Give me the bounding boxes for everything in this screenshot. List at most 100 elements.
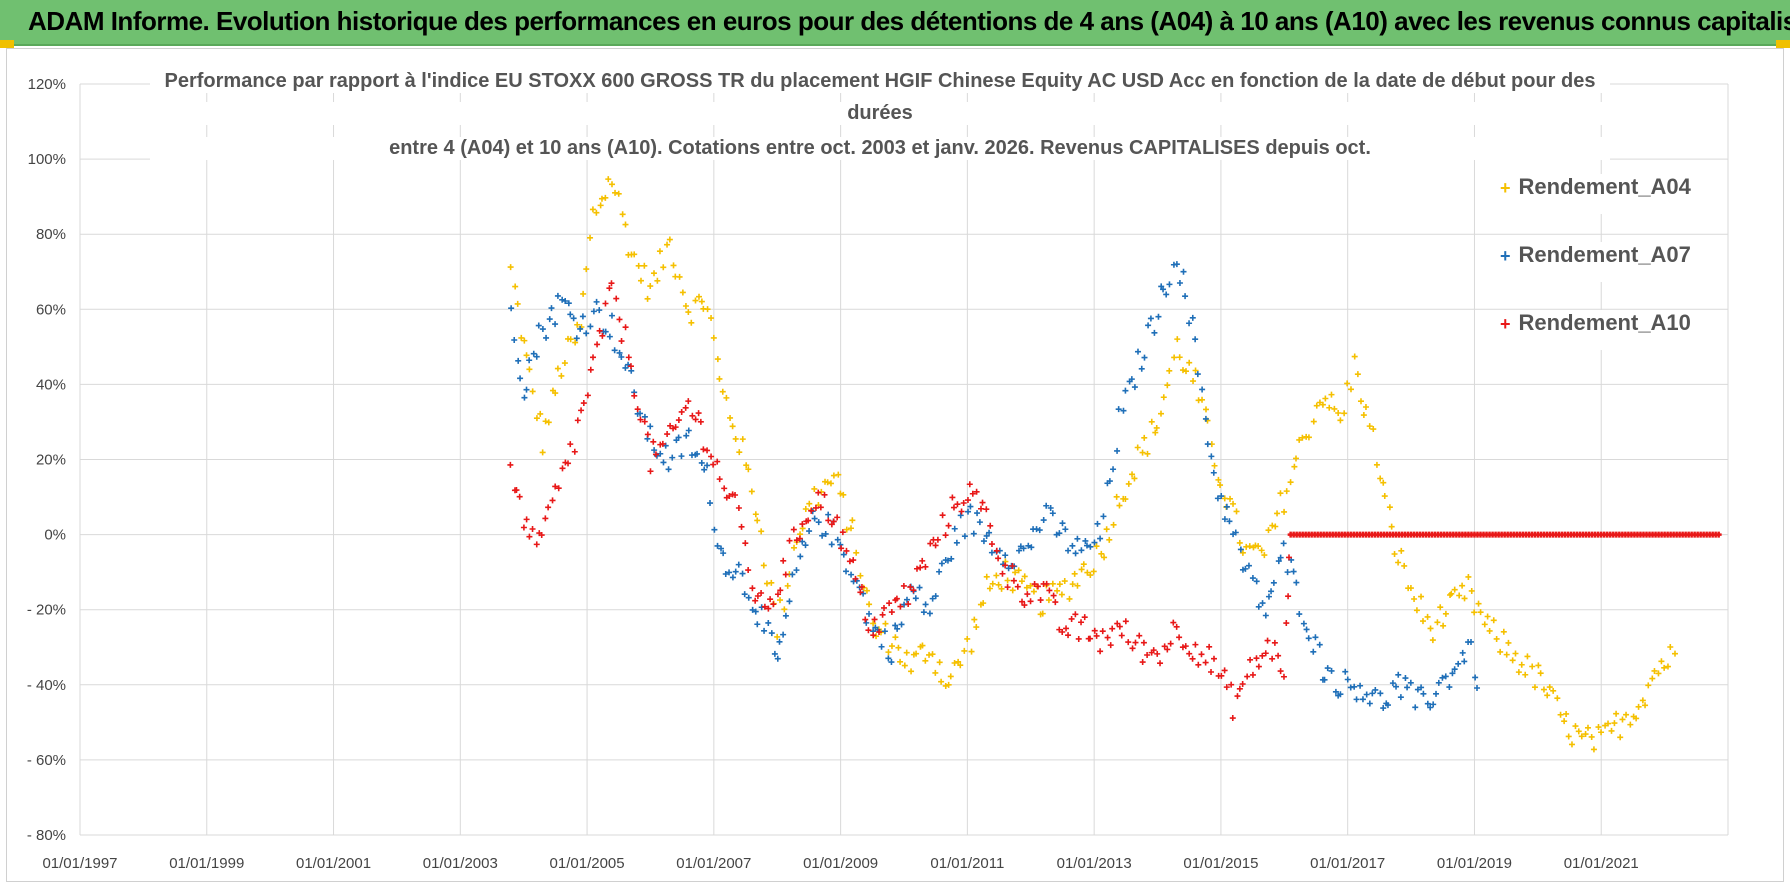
data-point [1153,424,1160,431]
data-point [507,264,514,271]
data-point [1239,549,1246,556]
data-point [840,551,847,558]
data-point [521,394,528,401]
data-point [1065,547,1072,554]
data-point [1275,652,1282,659]
data-point [870,620,877,627]
data-point [545,419,552,426]
data-point [1099,628,1106,635]
data-point [1493,635,1500,642]
data-point [752,511,759,518]
data-point [1461,595,1468,602]
data-point [679,289,686,296]
data-point [1575,728,1582,735]
x-tick-label: 01/01/2015 [1183,855,1258,872]
data-point [1054,587,1061,594]
data-point [910,587,917,594]
y-tick-label: 40% [36,376,66,393]
data-point [1389,680,1396,687]
data-point [590,308,597,315]
data-point [1337,691,1344,698]
data-point [1047,504,1054,511]
data-point [1125,639,1132,646]
data-point [1277,668,1284,675]
data-point [1360,412,1367,419]
data-point [523,386,530,393]
data-point [1419,618,1426,625]
data-point [676,273,683,280]
data-point [1537,670,1544,677]
data-point [1059,629,1066,636]
data-point [652,451,659,458]
chart-area [6,48,1784,882]
data-point [647,423,654,430]
data-point [1167,640,1174,647]
data-point [1268,588,1275,595]
data-point [567,336,574,343]
data-point [1284,569,1291,576]
data-point [666,236,673,243]
data-point [802,505,809,512]
data-point [840,491,847,498]
data-point [1223,684,1230,691]
data-point [1128,376,1135,383]
data-point [1246,543,1253,550]
data-point [729,423,736,430]
data-point [853,549,860,556]
data-point [793,567,800,574]
data-point [1283,488,1290,495]
data-point [1033,526,1040,533]
data-point [721,485,728,492]
data-point [512,283,519,290]
data-point [1271,639,1278,646]
data-point [1206,643,1213,650]
data-point [1661,664,1668,671]
data-point [1299,434,1306,441]
data-point [1531,684,1538,691]
data-point [567,311,574,318]
data-point [1186,359,1193,366]
data-point [1091,539,1098,546]
data-point [913,565,920,572]
data-point [1043,580,1050,587]
data-point [1072,550,1079,557]
data-point [1132,639,1139,646]
data-point [965,508,972,515]
data-point [1310,418,1317,425]
legend-item-a04: + Rendement_A04 [1500,174,1700,214]
data-point [716,375,723,382]
data-point [1321,676,1328,683]
data-point [570,315,577,322]
data-point [974,510,981,517]
data-point [1474,685,1481,692]
data-point [953,539,960,546]
data-point [870,632,877,639]
data-point [1148,418,1155,425]
data-point [979,499,986,506]
data-point [1440,622,1447,629]
x-tick-label: 01/01/1999 [169,855,244,872]
data-point [555,485,562,492]
data-point [1554,695,1561,702]
data-point [1136,632,1143,639]
data-point [749,606,756,613]
data-point [1226,518,1233,525]
data-point [1303,626,1310,633]
data-point [863,619,870,626]
data-point [1281,508,1288,515]
data-point [745,567,752,574]
data-point [577,325,584,332]
data-point [1037,597,1044,604]
data-point [1034,583,1041,590]
data-point [1221,516,1228,523]
data-point [1063,625,1070,632]
data-point [806,500,813,507]
data-point [641,418,648,425]
data-point [950,504,957,511]
data-point [922,563,929,570]
data-point [635,262,642,269]
data-point [1094,520,1101,527]
data-point [545,504,552,511]
data-point [1036,527,1043,534]
